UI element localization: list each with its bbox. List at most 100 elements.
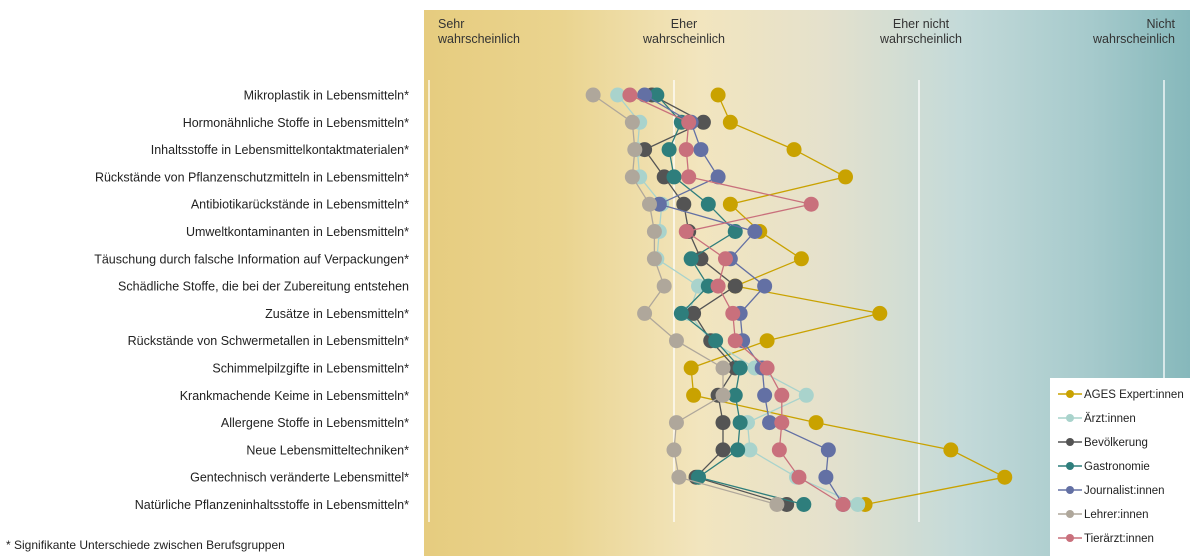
point-s3-r2 bbox=[661, 142, 677, 158]
point-s3-r8 bbox=[673, 305, 689, 321]
legend-marker-6 bbox=[1066, 534, 1074, 542]
legend-item-4: Journalist:innen bbox=[1058, 485, 1165, 497]
legend-marker-3 bbox=[1066, 462, 1074, 470]
point-s0-r4 bbox=[722, 196, 738, 212]
series-line-0 bbox=[690, 94, 1007, 506]
scale-labels: Sehr wahrscheinlich Eher wahrscheinlich Eher… bbox=[437, 17, 1176, 46]
scale-label-2: Eher nicht wahrscheinlich bbox=[879, 17, 962, 46]
point-s5-r13 bbox=[666, 442, 682, 458]
scale-label-3: Nicht wahrscheinlich bbox=[1092, 17, 1176, 46]
point-s6-r12 bbox=[774, 415, 790, 431]
category-label-7: Schädliche Stoffe, die bei der Zubereitu… bbox=[118, 280, 409, 294]
legend-marker-0 bbox=[1066, 390, 1074, 398]
point-s6-r6 bbox=[717, 251, 733, 267]
category-label-15: Natürliche Pflanzeninhaltsstoffe in Lebe… bbox=[135, 498, 409, 512]
point-s3-r12 bbox=[732, 415, 748, 431]
category-label-8: Zusätze in Lebensmitteln* bbox=[265, 307, 409, 321]
point-s3-r13 bbox=[730, 442, 746, 458]
legend-marker-2 bbox=[1066, 438, 1074, 446]
point-s5-r2 bbox=[627, 142, 643, 158]
point-s6-r8 bbox=[725, 305, 741, 321]
point-s3-r15 bbox=[796, 497, 812, 512]
point-s4-r7 bbox=[757, 278, 773, 294]
point-s0-r1 bbox=[722, 114, 738, 130]
point-s6-r3 bbox=[681, 169, 697, 185]
point-s6-r15 bbox=[835, 497, 851, 512]
point-s2-r12 bbox=[715, 415, 731, 431]
series-3 bbox=[649, 87, 812, 512]
point-s2-r1 bbox=[695, 114, 711, 130]
scale-label-1: Eher wahrscheinlich bbox=[642, 17, 725, 46]
series-line-6 bbox=[629, 94, 844, 506]
category-labels: Mikroplastik in Lebensmitteln* Hormonähnl… bbox=[94, 89, 409, 513]
category-label-4: Antibiotikarückstände in Lebensmitteln* bbox=[191, 198, 409, 212]
point-s5-r10 bbox=[715, 360, 731, 376]
category-label-0: Mikroplastik in Lebensmitteln* bbox=[244, 89, 409, 103]
category-label-11: Krankmachende Keime in Lebensmitteln* bbox=[180, 389, 409, 403]
point-s1-r11 bbox=[798, 387, 814, 403]
point-s0-r14 bbox=[997, 469, 1013, 485]
point-s4-r0 bbox=[637, 87, 653, 103]
legend-item-5: Lehrer:innen bbox=[1058, 509, 1149, 521]
point-s4-r11 bbox=[757, 387, 773, 403]
point-s6-r9 bbox=[727, 333, 743, 349]
point-s4-r5 bbox=[747, 224, 763, 239]
point-s6-r13 bbox=[771, 442, 787, 458]
point-s6-r7 bbox=[710, 278, 726, 294]
point-s5-r4 bbox=[642, 196, 657, 212]
point-s4-r13 bbox=[820, 442, 836, 458]
point-s0-r11 bbox=[686, 387, 702, 403]
point-s5-r9 bbox=[668, 333, 684, 349]
point-s5-r7 bbox=[656, 278, 672, 294]
category-label-5: Umweltkontaminanten in Lebensmitteln* bbox=[186, 225, 409, 239]
series-line-5 bbox=[592, 94, 778, 506]
category-label-2: Inhaltsstoffe in Lebensmittelkontaktmate… bbox=[151, 143, 409, 157]
point-s0-r12 bbox=[808, 415, 824, 431]
series-6 bbox=[622, 87, 851, 512]
series-5 bbox=[585, 87, 785, 512]
point-s4-r3 bbox=[710, 169, 726, 185]
point-s1-r15 bbox=[850, 497, 866, 512]
point-s4-r12 bbox=[762, 415, 778, 431]
series-line-3 bbox=[656, 94, 804, 506]
category-label-9: Rückstände von Schwermetallen in Lebensm… bbox=[128, 334, 410, 348]
point-s2-r13 bbox=[715, 442, 731, 458]
category-label-6: Täuschung durch falsche Information auf … bbox=[94, 252, 409, 266]
legend-marker-1 bbox=[1066, 414, 1074, 422]
point-s2-r4 bbox=[676, 196, 692, 212]
legend-item-3: Gastronomie bbox=[1058, 461, 1150, 473]
legend-item-6: Tierärzt:innen bbox=[1058, 533, 1154, 545]
point-s0-r8 bbox=[872, 305, 888, 321]
category-label-12: Allergene Stoffe in Lebensmitteln* bbox=[221, 416, 409, 430]
point-s3-r5 bbox=[727, 224, 743, 239]
point-s6-r4 bbox=[803, 196, 819, 212]
point-s6-r14 bbox=[791, 469, 807, 485]
point-s6-r11 bbox=[774, 387, 790, 403]
footnote: * Signifikante Unterschiede zwischen Ber… bbox=[6, 538, 285, 552]
point-s4-r2 bbox=[693, 142, 709, 158]
series-line-4 bbox=[644, 94, 844, 505]
series-line-1 bbox=[617, 94, 859, 506]
legend: AGES Expert:innen Ärzt:innen Bevölkerung Ga… bbox=[1050, 378, 1190, 556]
category-label-3: Rückstände von Pflanzenschutzmitteln in … bbox=[95, 170, 409, 184]
category-label-14: Gentechnisch veränderte Lebensmittel* bbox=[190, 471, 409, 485]
point-s2-r7 bbox=[727, 278, 743, 294]
legend-item-2: Bevölkerung bbox=[1058, 437, 1148, 449]
point-s3-r3 bbox=[666, 169, 682, 185]
point-s5-r3 bbox=[624, 169, 640, 185]
point-s5-r12 bbox=[668, 415, 684, 431]
legend-label-1: Ärzt:innen bbox=[1084, 413, 1136, 425]
scale-label-0: Sehr wahrscheinlich bbox=[437, 17, 520, 46]
point-s5-r5 bbox=[646, 224, 662, 239]
point-s0-r9 bbox=[759, 333, 775, 349]
point-s3-r6 bbox=[683, 251, 699, 267]
point-s6-r5 bbox=[678, 224, 694, 239]
point-s0-r6 bbox=[793, 251, 809, 267]
point-s5-r6 bbox=[646, 251, 662, 267]
point-s6-r0 bbox=[622, 87, 638, 103]
point-s3-r0 bbox=[649, 87, 665, 103]
legend-item-0: AGES Expert:innen bbox=[1058, 389, 1184, 401]
point-s1-r0 bbox=[610, 87, 626, 103]
point-s5-r11 bbox=[715, 387, 731, 403]
